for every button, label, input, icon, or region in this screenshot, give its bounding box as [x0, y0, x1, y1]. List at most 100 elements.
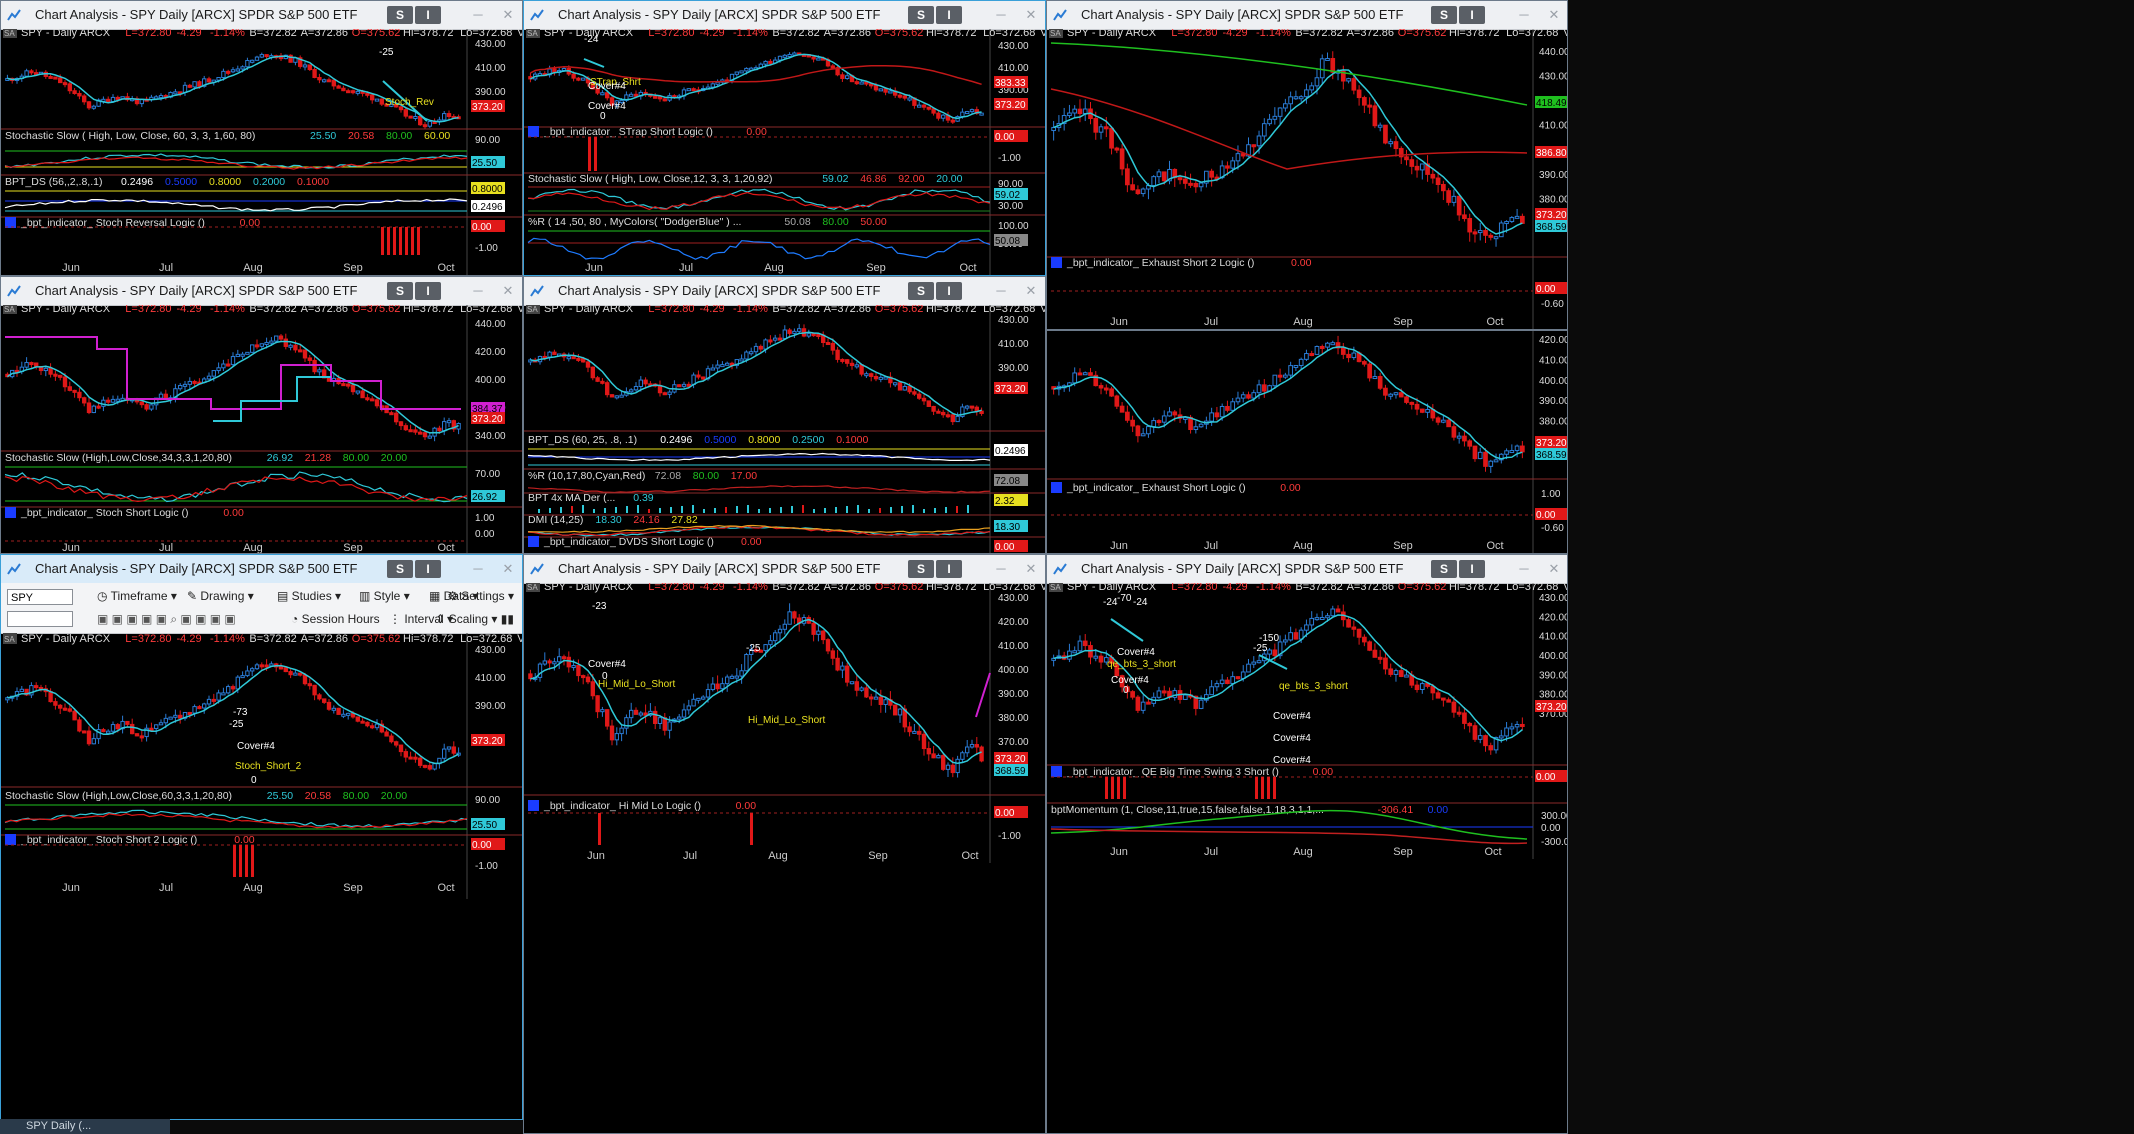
indicator-button[interactable]: I	[936, 6, 962, 24]
chart-window-dvds-short[interactable]: Chart Analysis - SPY Daily [ARCX] SPDR S…	[523, 276, 1046, 554]
candle-body	[845, 75, 850, 79]
indicator-button[interactable]: I	[415, 6, 441, 24]
minimize-icon[interactable]: ─	[1519, 7, 1529, 22]
chart-canvas[interactable]: SA SPY - Daily ARCX L=372.80 -4.29 -1.14% B=3…	[1, 29, 522, 275]
candle-body	[1472, 231, 1478, 235]
close-icon[interactable]: ✕	[1025, 7, 1037, 22]
chart-window-exhaust-short[interactable]: 420.00410.00400.00390.00380.00370.00373.…	[1046, 330, 1568, 554]
chart-window-strap-short[interactable]: Chart Analysis - SPY Daily [ARCX] SPDR S…	[523, 0, 1046, 276]
minimize-icon[interactable]: ─	[473, 283, 483, 298]
indicator-label: %R ( 14 ,50, 80 , MyColors( "DodgerBlue"…	[528, 216, 741, 228]
strategy-button[interactable]: S	[1431, 560, 1457, 578]
window-titlebar[interactable]: Chart Analysis - SPY Daily [ARCX] SPDR S…	[1, 555, 522, 584]
chart-canvas[interactable]: SA SPY - Daily ARCX L=372.80 -4.29 -1.14% B=3…	[524, 583, 1045, 1133]
chart-area[interactable]: 420.00410.00400.00390.00380.00370.00373.…	[1047, 331, 1567, 553]
zero-label: 0	[1123, 685, 1129, 696]
chart-canvas[interactable]: SA SPY - Daily ARCX L=372.80 -4.29 -1.14% B=3…	[1047, 29, 1567, 329]
chart-window-stoch-short-2[interactable]: Chart Analysis - SPY Daily [ARCX] SPDR S…	[0, 554, 523, 1120]
settings-label: Settings	[461, 589, 505, 603]
close-icon[interactable]: ✕	[1548, 561, 1560, 576]
chart-area[interactable]: SA SPY - Daily ARCX L=372.80 -4.29 -1.14% B=3…	[524, 305, 1045, 553]
candle-body	[600, 380, 605, 384]
close-icon[interactable]: ✕	[1025, 561, 1037, 576]
minimize-icon[interactable]: ─	[996, 561, 1006, 576]
chart-window-hi-mid-lo[interactable]: Chart Analysis - SPY Daily [ARCX] SPDR S…	[523, 554, 1046, 1134]
indicator-button[interactable]: I	[415, 560, 441, 578]
toolbar-icon-row[interactable]: ▣ ▣ ▣ ▣ ▣ ⌕ ▣ ▣ ▣ ▣	[97, 612, 236, 626]
symbol-input[interactable]: SPY	[7, 589, 73, 605]
chart-window-qe-big-time-swing[interactable]: Chart Analysis - SPY Daily [ARCX] SPDR S…	[1046, 554, 1568, 1134]
close-icon[interactable]: ✕	[1025, 283, 1037, 298]
chart-area[interactable]: SA SPY - Daily ARCX L=372.80 -4.29 -1.14% B=3…	[524, 583, 1045, 1133]
price-axis-label: 400.00	[1539, 651, 1567, 662]
signal-arrow	[382, 80, 428, 122]
indicator-button[interactable]: I	[936, 282, 962, 300]
month-label: Jun	[62, 882, 80, 894]
strategy-button[interactable]: S	[387, 282, 413, 300]
indicator-button[interactable]: I	[936, 560, 962, 578]
minimize-icon[interactable]: ─	[996, 283, 1006, 298]
chart-window-stoch-reversal[interactable]: Chart Analysis - SPY Daily [ARCX] SPDR S…	[0, 0, 523, 276]
minimize-icon[interactable]: ─	[1519, 561, 1529, 576]
drawing-menu[interactable]: ✎ Drawing ▾	[187, 589, 254, 603]
studies-menu[interactable]: ▤ Studies ▾	[277, 589, 342, 603]
strategy-button[interactable]: S	[387, 6, 413, 24]
timeframe-menu[interactable]: ◷ Timeframe ▾	[97, 589, 177, 603]
style-menu[interactable]: ▥ Style ▾	[359, 589, 410, 603]
indicator-button[interactable]: I	[1459, 6, 1485, 24]
strategy-button[interactable]: S	[908, 282, 934, 300]
close-icon[interactable]: ✕	[502, 561, 514, 576]
minimize-icon[interactable]: ─	[473, 561, 483, 576]
strategy-button[interactable]: S	[908, 6, 934, 24]
interval-input[interactable]	[7, 611, 73, 627]
ma-der-tag: 2.32	[995, 496, 1015, 507]
chart-area[interactable]: SA SPY - Daily ARCX L=372.80 -4.29 -1.14% B=3…	[1, 633, 522, 1119]
window-titlebar[interactable]: Chart Analysis - SPY Daily [ARCX] SPDR S…	[1, 1, 522, 30]
candle-body	[873, 84, 879, 91]
close-icon[interactable]: ✕	[502, 283, 514, 298]
minimize-icon[interactable]: ─	[996, 7, 1006, 22]
close-icon[interactable]: ✕	[1548, 7, 1560, 22]
window-titlebar[interactable]: Chart Analysis - SPY Daily [ARCX] SPDR S…	[524, 277, 1045, 306]
window-titlebar[interactable]: Chart Analysis - SPY Daily [ARCX] SPDR S…	[524, 555, 1045, 584]
chart-window-stoch-short[interactable]: Chart Analysis - SPY Daily [ARCX] SPDR S…	[0, 276, 523, 554]
interval-menu[interactable]: ⋮ Interval ▾	[389, 612, 454, 626]
chart-canvas[interactable]: SA SPY - Daily ARCX L=372.80 -4.29 -1.14% B=3…	[1047, 583, 1567, 1133]
strategy-button[interactable]: S	[387, 560, 413, 578]
minimize-icon[interactable]: ─	[473, 7, 483, 22]
chart-area[interactable]: SA SPY - Daily ARCX L=372.80 -4.29 -1.14% B=3…	[1047, 583, 1567, 1133]
candle-body	[681, 383, 687, 387]
data-menu[interactable]: ▦ Data ▾	[429, 589, 479, 603]
window-titlebar[interactable]: Chart Analysis - SPY Daily [ARCX] SPDR S…	[1047, 555, 1567, 584]
candle-body	[115, 96, 120, 100]
chart-window-exhaust-short-2[interactable]: Chart Analysis - SPY Daily [ARCX] SPDR S…	[1046, 0, 1568, 330]
chart-canvas[interactable]: SA SPY - Daily ARCX L=372.80 -4.29 -1.14% B=3…	[524, 29, 1045, 275]
indicator-button[interactable]: I	[1459, 560, 1485, 578]
chart-area[interactable]: SA SPY - Daily ARCX L=372.80 -4.29 -1.14% B=3…	[524, 29, 1045, 275]
strategy-button[interactable]: S	[908, 560, 934, 578]
settings-menu[interactable]: ⚙ Settings ▾	[447, 589, 514, 603]
chart-area[interactable]: SA SPY - Daily ARCX L=372.80 -4.29 -1.14% B=3…	[1, 29, 522, 275]
strategy-button[interactable]: S	[1431, 6, 1457, 24]
chart-area[interactable]: SA SPY - Daily ARCX L=372.80 -4.29 -1.14% B=3…	[1047, 29, 1567, 329]
indicator-button[interactable]: I	[415, 282, 441, 300]
session-hours-menu[interactable]: ◔ Session Hours	[291, 612, 380, 626]
candle-body	[1504, 727, 1509, 737]
window-titlebar[interactable]: Chart Analysis - SPY Daily [ARCX] SPDR S…	[1, 277, 522, 306]
chart-canvas[interactable]: SA SPY - Daily ARCX L=372.80 -4.29 -1.14% B=3…	[1, 305, 522, 553]
indicator-axis: 90.00	[475, 795, 500, 806]
chart-area[interactable]: SA SPY - Daily ARCX L=372.80 -4.29 -1.14% B=3…	[1, 305, 522, 553]
chart-canvas[interactable]: 420.00410.00400.00390.00380.00370.00373.…	[1047, 331, 1567, 553]
chart-canvas[interactable]: SA SPY - Daily ARCX L=372.80 -4.29 -1.14% B=3…	[524, 305, 1045, 553]
candle-body	[1356, 628, 1362, 638]
candle-body	[1072, 108, 1078, 114]
scaling-menu[interactable]: ⇕ Scaling ▾ ▮▮	[435, 612, 514, 626]
close-icon[interactable]: ✕	[502, 7, 514, 22]
taskbar-item[interactable]: SPY Daily (...	[0, 1119, 170, 1134]
price-axis-label: 410.00	[1539, 632, 1567, 643]
chart-canvas[interactable]: SA SPY - Daily ARCX L=372.80 -4.29 -1.14% B=3…	[1, 633, 522, 1119]
candle-body	[773, 632, 778, 642]
window-titlebar[interactable]: Chart Analysis - SPY Daily [ARCX] SPDR S…	[524, 1, 1045, 30]
last-price-tag: 373.20	[472, 414, 503, 425]
window-titlebar[interactable]: Chart Analysis - SPY Daily [ARCX] SPDR S…	[1047, 1, 1567, 30]
